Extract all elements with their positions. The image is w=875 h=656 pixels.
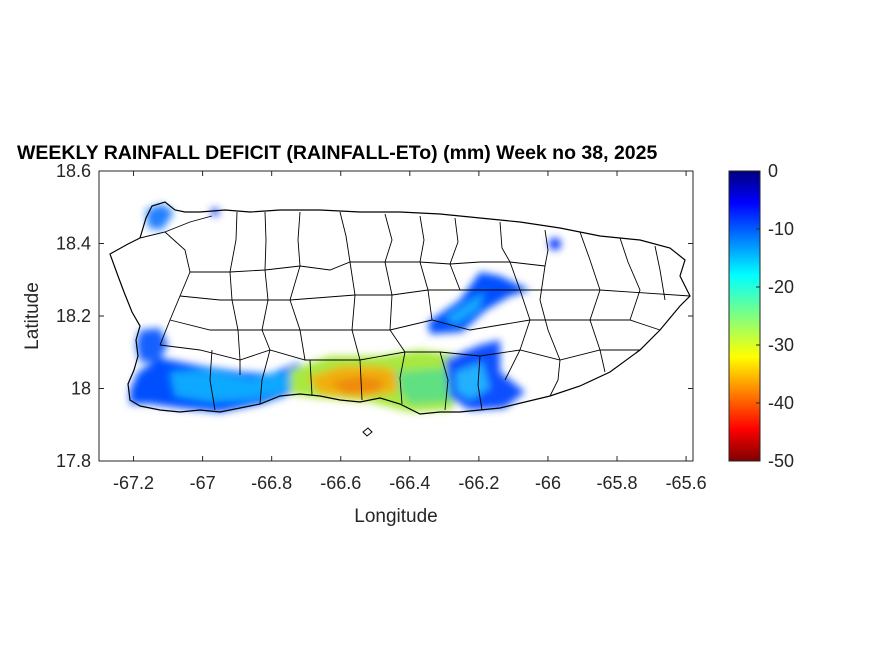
field-northeast-spot <box>549 238 561 250</box>
colorbar-tick-label: -30 <box>768 335 794 355</box>
x-tick-label: -67.2 <box>113 473 154 493</box>
colorbar-tick-label: -50 <box>768 451 794 471</box>
colorbar-tick-label: -10 <box>768 219 794 239</box>
x-axis-label: Longitude <box>354 506 437 527</box>
field-south-green <box>395 368 462 404</box>
field-south-core-hot <box>330 376 385 394</box>
y-tick-label: 18.6 <box>56 161 91 181</box>
y-tick-label: 17.8 <box>56 451 91 471</box>
colorbar-tick-label: -20 <box>768 277 794 297</box>
island-caja-de-muertos <box>362 427 373 437</box>
field-northwest-tip <box>146 204 174 230</box>
x-tick-label: -66 <box>535 473 561 493</box>
colorbar-tick-label: -40 <box>768 393 794 413</box>
x-axis: -67.2 -67 -66.8 -66.6 -66.4 -66.2 -66 -65.8 -65.… <box>113 171 707 493</box>
x-tick-label: -65.6 <box>666 473 707 493</box>
field-west-coast <box>136 328 168 362</box>
plot-area <box>98 170 694 462</box>
chart-title: WEEKLY RAINFALL DEFICIT (RAINFALL-ETo) (… <box>17 142 658 164</box>
y-axis: 17.8 18 18.2 18.4 18.6 <box>56 161 693 471</box>
colorbar-tick-label: 0 <box>768 161 778 181</box>
x-tick-label: -65.8 <box>597 473 638 493</box>
y-axis-label: Latitude <box>22 282 43 350</box>
y-tick-label: 18.2 <box>56 306 91 326</box>
x-tick-label: -66.2 <box>458 473 499 493</box>
y-tick-label: 18 <box>71 379 91 399</box>
x-tick-label: -66.8 <box>251 473 292 493</box>
y-tick-label: 18.4 <box>56 234 91 254</box>
deficit-field <box>130 204 561 412</box>
x-tick-label: -66.6 <box>320 473 361 493</box>
field-west-small <box>211 208 219 216</box>
field-southwest-inner <box>170 370 290 402</box>
municipal-boundaries <box>139 211 691 411</box>
colorbar-ticks: 0 -10 -20 -30 -40 -50 <box>756 161 794 471</box>
field-southeast-inner <box>455 362 490 400</box>
field-central-band-inner <box>445 292 485 325</box>
colorbar <box>728 170 761 462</box>
x-tick-label: -66.4 <box>389 473 430 493</box>
x-tick-label: -67 <box>190 473 216 493</box>
